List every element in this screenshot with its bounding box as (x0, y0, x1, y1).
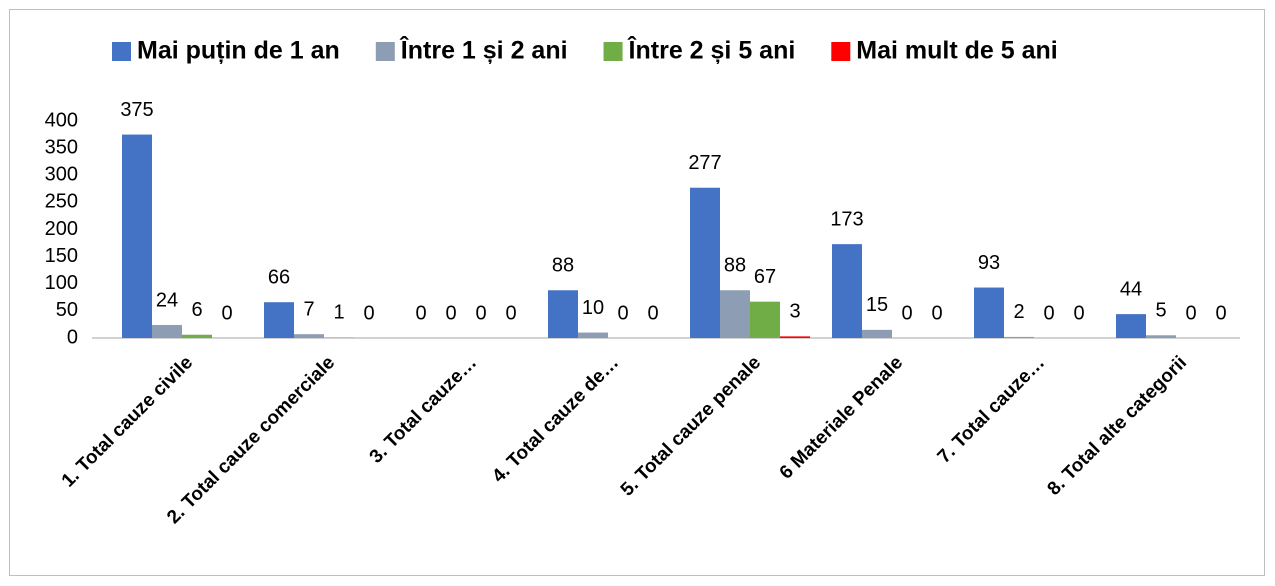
data-label: 7 (303, 298, 314, 320)
legend-swatch (112, 42, 131, 61)
bar (548, 290, 578, 338)
data-label: 5 (1155, 300, 1166, 322)
data-label: 88 (724, 255, 746, 277)
bar (294, 334, 324, 338)
data-label: 375 (120, 99, 153, 121)
bar (122, 134, 152, 338)
y-tick-label: 250 (45, 191, 78, 213)
legend-label: Între 2 și 5 ani (627, 35, 796, 65)
y-tick-label: 400 (45, 109, 78, 131)
legend-label: Mai mult de 5 ani (856, 37, 1057, 65)
legend-label: Mai puțin de 1 an (137, 37, 340, 65)
y-tick-label: 50 (56, 299, 78, 321)
data-label: 0 (1073, 302, 1084, 324)
y-tick-label: 0 (67, 326, 78, 348)
bar (1146, 335, 1176, 338)
data-label: 0 (505, 302, 516, 324)
bar (780, 336, 810, 338)
data-label: 1 (333, 302, 344, 324)
y-tick-label: 200 (45, 218, 78, 240)
data-label: 15 (866, 294, 888, 316)
data-label: 0 (221, 302, 232, 324)
chart-border (9, 9, 1265, 576)
y-tick-label: 100 (45, 272, 78, 294)
bar (690, 187, 720, 338)
y-tick-label: 150 (45, 245, 78, 267)
legend-swatch (375, 42, 395, 61)
data-label: 10 (582, 297, 604, 319)
data-label: 0 (415, 302, 426, 324)
y-tick-label: 350 (45, 136, 78, 158)
data-label: 44 (1120, 278, 1142, 300)
data-label: 173 (830, 208, 863, 230)
data-label: 88 (552, 255, 574, 277)
bar (1004, 336, 1034, 338)
data-label: 0 (901, 302, 912, 324)
data-label: 0 (931, 302, 942, 324)
bar (182, 334, 212, 338)
data-label: 66 (268, 266, 290, 288)
bar (152, 324, 182, 338)
bar (264, 302, 294, 338)
bar (974, 287, 1004, 338)
data-label: 2 (1013, 301, 1024, 323)
data-label: 0 (475, 302, 486, 324)
bar (750, 301, 780, 338)
data-label: 0 (445, 302, 456, 324)
legend-swatch (603, 42, 623, 61)
data-label: 0 (363, 302, 374, 324)
data-label: 24 (156, 289, 178, 311)
data-label: 3 (789, 301, 800, 323)
bar (862, 329, 892, 338)
bar (578, 332, 608, 338)
data-label: 0 (1215, 302, 1226, 324)
legend-label: Între 1 și 2 ani (399, 35, 568, 65)
bar (1116, 314, 1146, 338)
data-label: 0 (1185, 302, 1196, 324)
data-label: 6 (191, 299, 202, 321)
data-label: 0 (1043, 302, 1054, 324)
data-label: 277 (688, 152, 721, 174)
data-label: 93 (978, 252, 1000, 274)
y-tick-label: 300 (45, 164, 78, 186)
data-label: 0 (617, 302, 628, 324)
legend-swatch (831, 42, 851, 61)
bar (324, 337, 354, 338)
data-label: 0 (647, 302, 658, 324)
bar (720, 290, 750, 338)
data-label: 67 (754, 266, 776, 288)
bar (832, 244, 862, 338)
